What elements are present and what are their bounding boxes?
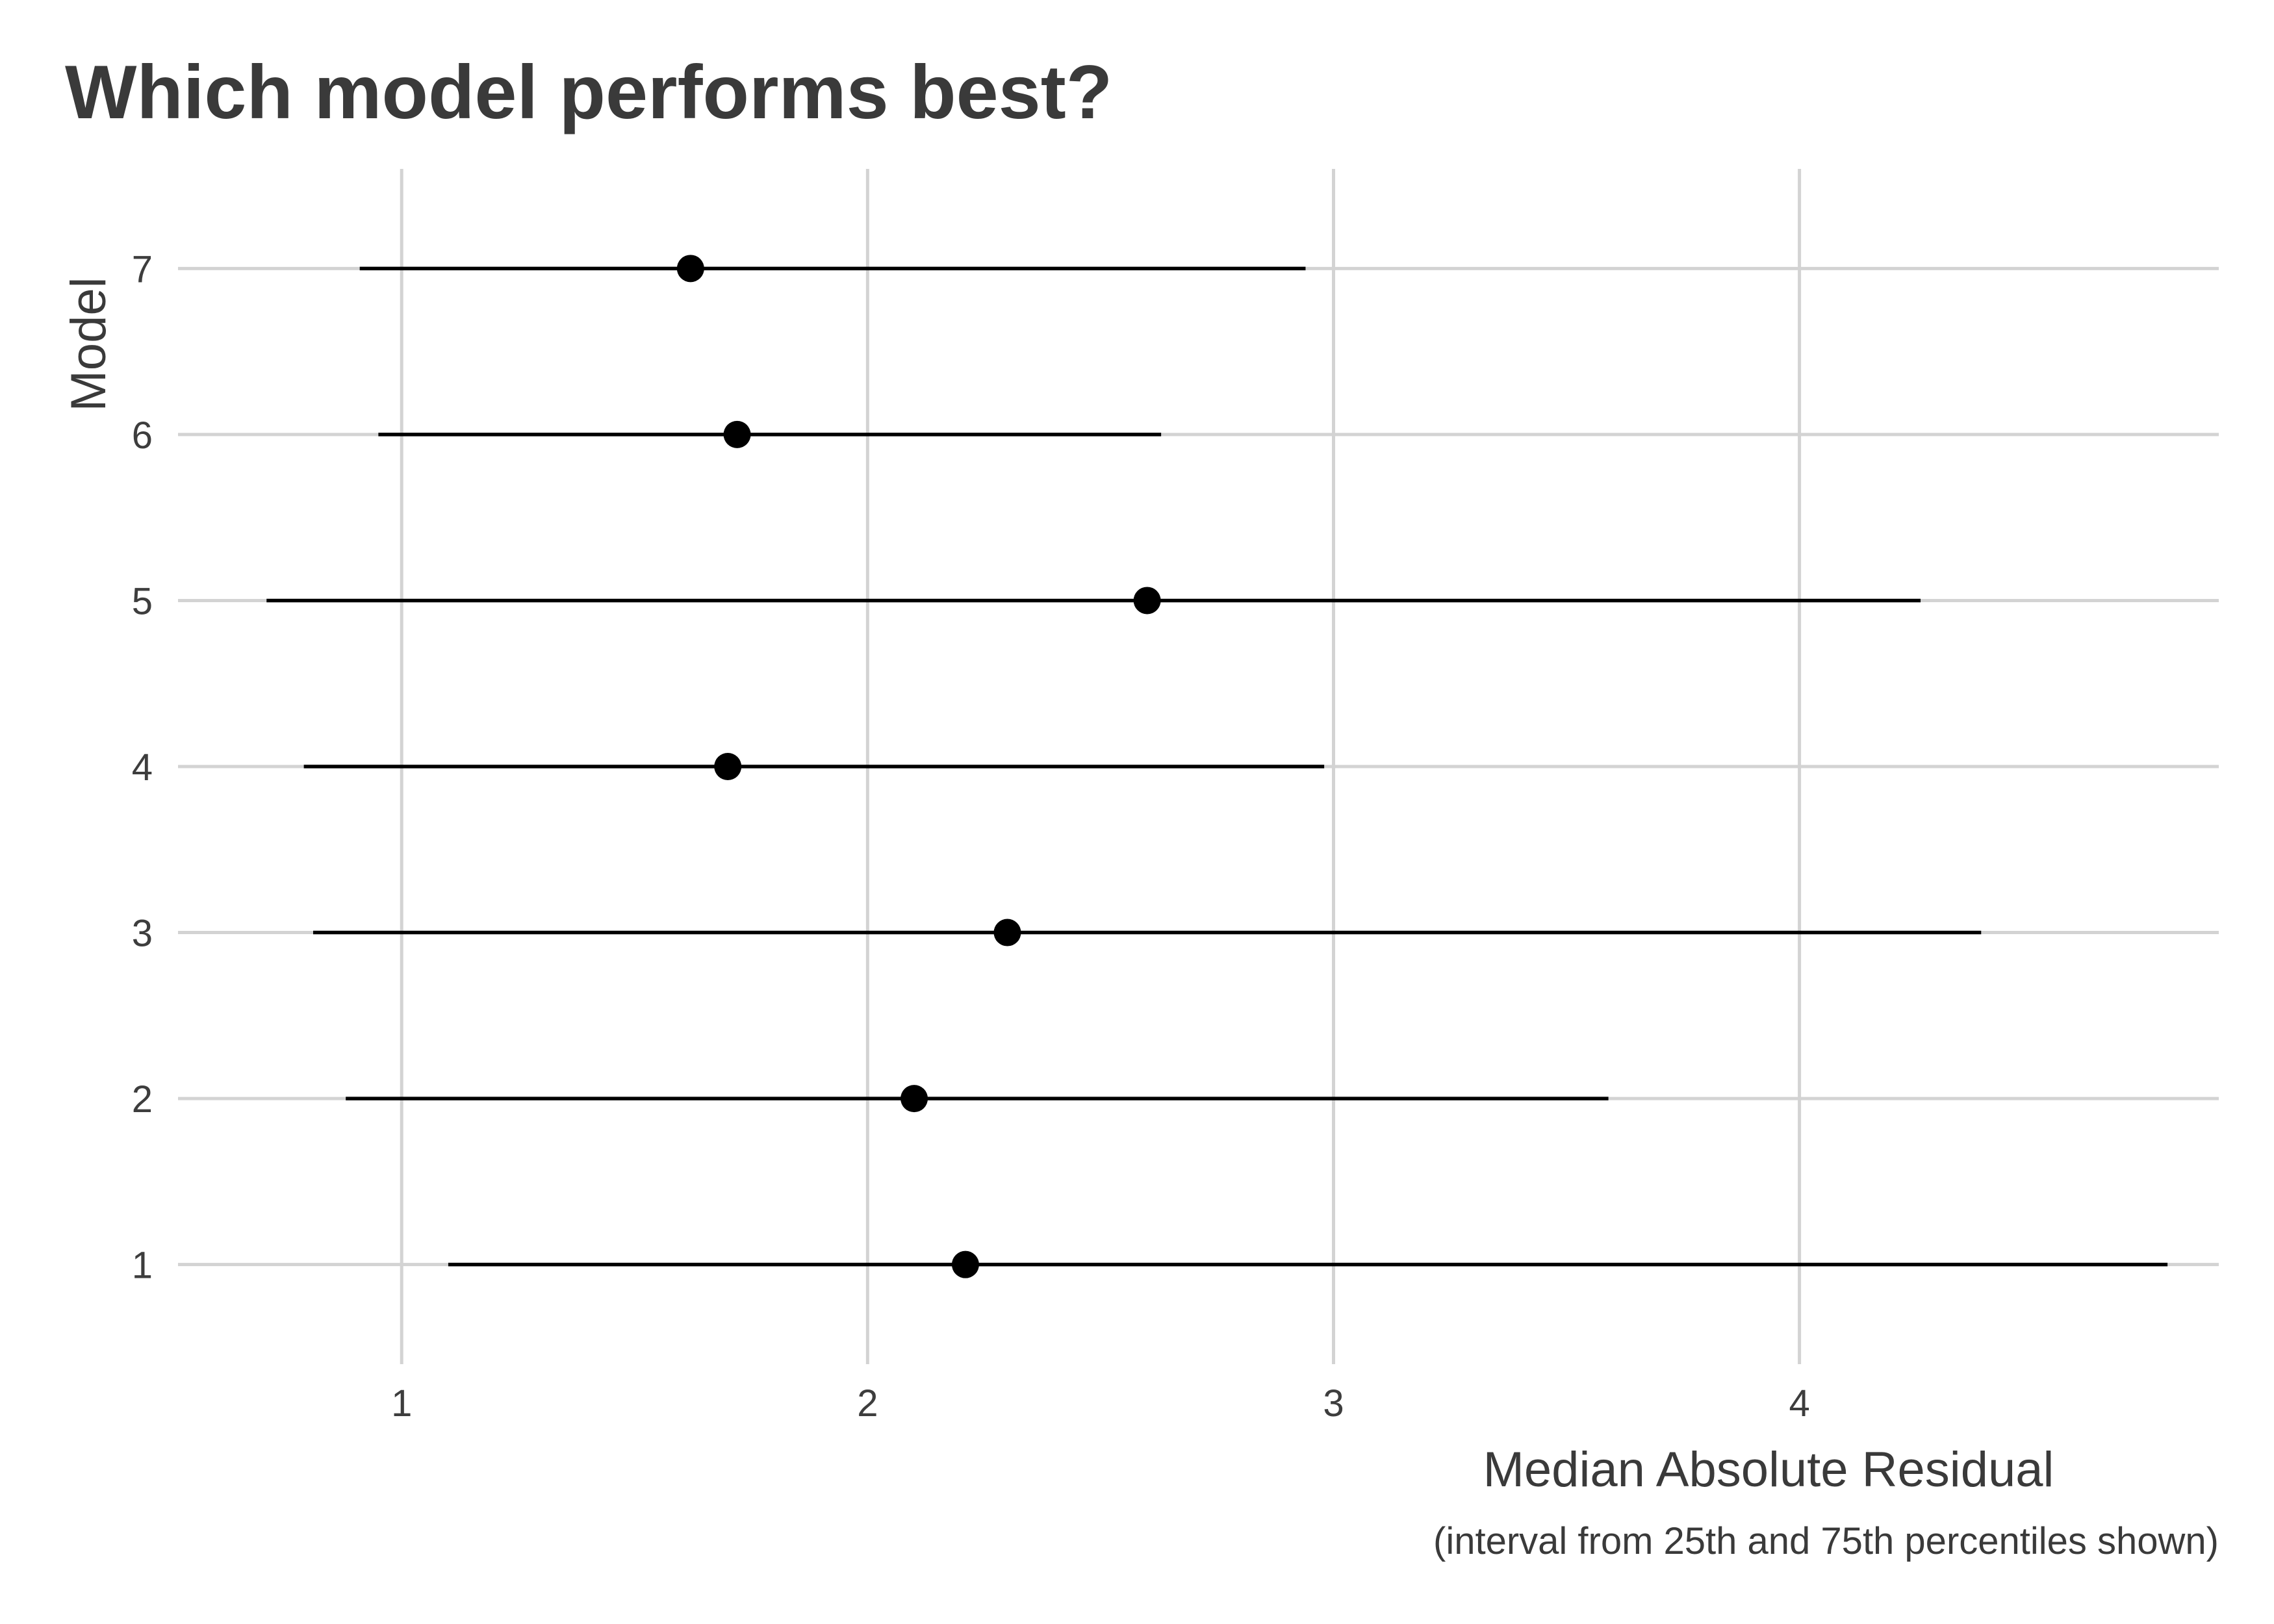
median-point-model-7 — [676, 255, 704, 283]
x-tick-label-2: 2 — [857, 1382, 878, 1425]
x-axis-title: Median Absolute Residual — [1483, 1442, 2054, 1497]
y-tick-label-model-1: 1 — [132, 1245, 153, 1287]
chart-caption: (interval from 25th and 75th percentiles… — [1433, 1520, 2219, 1562]
median-point-model-6 — [723, 420, 751, 448]
median-point-model-3 — [993, 919, 1021, 946]
y-tick-label-model-6: 6 — [132, 414, 153, 457]
median-point-model-1 — [951, 1250, 979, 1278]
point-layer — [676, 255, 1161, 1278]
y-tick-label-model-5: 5 — [132, 580, 153, 622]
y-tick-label-model-3: 3 — [132, 913, 153, 955]
y-tick-label-model-4: 4 — [132, 746, 153, 789]
chart-title: Which model performs best? — [65, 49, 1112, 134]
interval-layer — [266, 266, 2168, 1267]
y-axis-title: Model — [61, 277, 116, 412]
x-tick-label-1: 1 — [391, 1382, 412, 1425]
median-point-model-5 — [1133, 587, 1161, 615]
x-tick-label-3: 3 — [1323, 1382, 1344, 1425]
median-point-model-4 — [714, 753, 742, 780]
tick-layer: 1 2 3 4 1 2 3 4 5 6 7 — [132, 248, 1810, 1425]
y-tick-label-model-2: 2 — [132, 1078, 153, 1121]
y-tick-label-model-7: 7 — [132, 248, 153, 290]
x-tick-label-4: 4 — [1789, 1382, 1809, 1425]
median-point-model-2 — [901, 1085, 928, 1113]
